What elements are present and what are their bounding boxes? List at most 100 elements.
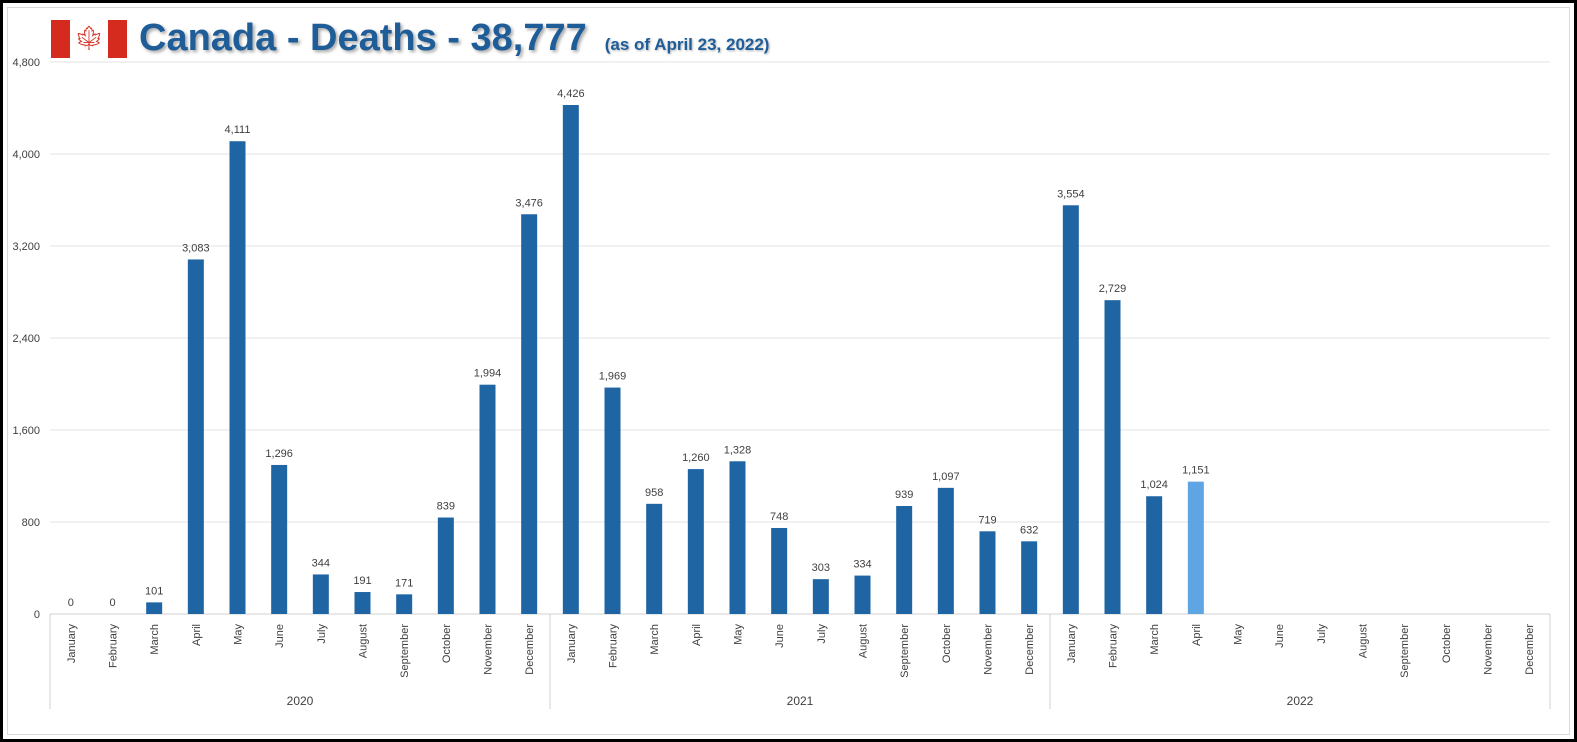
- data-label: 958: [645, 487, 663, 499]
- x-tick-label: December: [1524, 624, 1536, 675]
- x-tick-label: September: [1399, 624, 1411, 678]
- x-tick-label: May: [733, 624, 745, 645]
- x-tick-label: March: [1149, 624, 1161, 655]
- data-label: 719: [978, 514, 996, 526]
- x-tick-label: July: [816, 624, 828, 644]
- x-tick-label: June: [274, 624, 286, 648]
- bar: [896, 506, 913, 614]
- x-tick-label: June: [1274, 624, 1286, 648]
- x-tick-label: November: [983, 624, 995, 675]
- y-tick-label: 2,400: [12, 333, 40, 345]
- x-tick-label: December: [524, 624, 536, 675]
- x-tick-label: January: [1066, 624, 1078, 664]
- x-tick-label: November: [1483, 624, 1495, 675]
- data-label: 0: [68, 597, 74, 609]
- y-tick-label: 4,800: [12, 57, 40, 69]
- bar: [771, 527, 788, 614]
- data-label: 3,083: [182, 242, 210, 254]
- y-tick-label: 0: [34, 609, 40, 621]
- data-label: 1,328: [724, 444, 752, 456]
- bar: [687, 469, 704, 614]
- x-tick-label: July: [316, 624, 328, 644]
- x-tick-label: August: [358, 624, 370, 658]
- x-tick-label: April: [691, 624, 703, 646]
- bar: [271, 464, 288, 614]
- data-label: 1,994: [474, 368, 502, 380]
- data-label: 1,024: [1140, 479, 1168, 491]
- canada-flag-icon: 🍁︎: [51, 19, 127, 58]
- data-label: 1,969: [599, 371, 627, 383]
- x-tick-label: January: [66, 624, 78, 664]
- x-tick-label: March: [149, 624, 161, 655]
- x-tick-label: October: [941, 624, 953, 663]
- data-label: 344: [312, 557, 330, 569]
- x-tick-label: July: [1316, 624, 1328, 644]
- bar: [521, 214, 538, 614]
- bar-chart: 0 800 1,600 2,400 3,200 4,000 4,800 2020 January…: [12, 57, 1551, 709]
- data-label: 4,111: [225, 124, 251, 136]
- x-tick-label: January: [566, 624, 578, 664]
- data-label: 2,729: [1099, 283, 1127, 295]
- x-tick-label: March: [649, 624, 661, 655]
- x-tick-label: May: [1233, 624, 1245, 645]
- bar: [937, 487, 954, 614]
- bar: [979, 531, 996, 614]
- x-tick-label: August: [1358, 624, 1370, 658]
- data-label: 0: [109, 597, 115, 609]
- data-label: 1,151: [1182, 465, 1210, 477]
- data-label: 3,476: [515, 197, 543, 209]
- bar: [1146, 496, 1163, 614]
- bar: [854, 575, 871, 614]
- x-tick-label: August: [858, 624, 870, 658]
- bar: [729, 461, 746, 614]
- bar: [604, 387, 621, 614]
- x-tick-label: December: [1024, 624, 1036, 675]
- bar: [562, 105, 579, 614]
- y-tick-label: 1,600: [12, 425, 40, 437]
- bar: [437, 517, 454, 614]
- data-label: 3,554: [1057, 188, 1085, 200]
- bar: [812, 579, 829, 614]
- y-tick-label: 4,000: [12, 149, 40, 161]
- x-tick-label: June: [774, 624, 786, 648]
- x-group-label: 2020: [287, 694, 314, 708]
- data-label: 303: [812, 562, 830, 574]
- x-tick-label: October: [1441, 624, 1453, 663]
- x-tick-label: October: [441, 624, 453, 663]
- x-tick-label: September: [399, 624, 411, 678]
- bar: [1021, 541, 1038, 614]
- x-tick-label: February: [1108, 624, 1120, 669]
- bar: [1062, 205, 1079, 615]
- data-label: 1,097: [932, 471, 960, 483]
- x-tick-label: April: [1191, 624, 1203, 646]
- x-group-label: 2021: [787, 694, 814, 708]
- bar: [396, 594, 413, 614]
- data-label: 334: [853, 559, 871, 571]
- data-label: 1,296: [265, 448, 293, 460]
- bar: [1104, 300, 1121, 614]
- data-label: 171: [395, 577, 413, 589]
- chart-header: 🍁︎ Canada - Deaths - 38,777 (as of April…: [51, 17, 769, 60]
- x-tick-label: February: [608, 624, 620, 669]
- bar: [479, 384, 496, 614]
- bar: [354, 592, 371, 614]
- bar: [146, 602, 163, 614]
- bar: [187, 259, 204, 614]
- data-label: 632: [1020, 524, 1038, 536]
- x-group-label: 2022: [1287, 694, 1314, 708]
- chart-frame: 0 800 1,600 2,400 3,200 4,000 4,800 2020 January…: [3, 3, 1574, 739]
- data-label: 839: [437, 501, 455, 513]
- data-label: 101: [145, 585, 163, 597]
- data-label: 748: [770, 511, 788, 523]
- x-tick-label: May: [233, 624, 245, 645]
- y-tick-label: 3,200: [12, 241, 40, 253]
- bar: [312, 574, 329, 614]
- chart-border: [7, 7, 1570, 735]
- chart-title: Canada - Deaths - 38,777: [139, 17, 587, 59]
- data-label: 939: [895, 489, 913, 501]
- y-tick-label: 800: [22, 517, 40, 529]
- data-label: 4,426: [557, 88, 585, 100]
- x-tick-label: April: [191, 624, 203, 646]
- x-tick-label: February: [108, 624, 120, 669]
- bar: [1187, 481, 1204, 614]
